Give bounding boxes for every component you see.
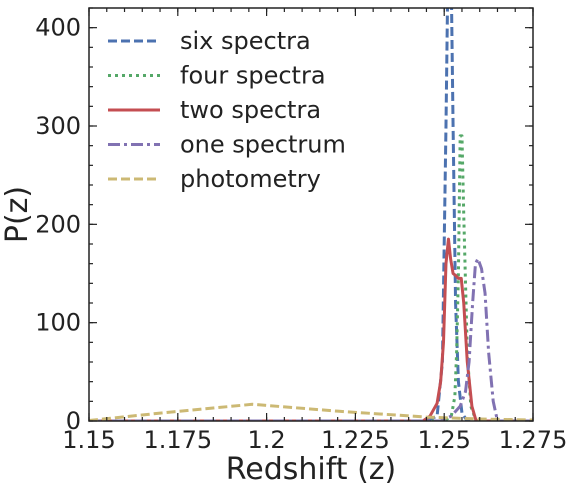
- legend-label-3: one spectrum: [180, 131, 346, 159]
- x-axis-label: Redshift (z): [226, 452, 396, 487]
- y-tick-label: 400: [35, 14, 81, 42]
- legend-label-4: photometry: [180, 165, 321, 193]
- series-line-3: [89, 257, 533, 421]
- y-tick-label: 0: [66, 407, 81, 435]
- y-tick-label: 100: [35, 309, 81, 337]
- legend-label-1: four spectra: [180, 62, 326, 90]
- y-tick-label: 200: [35, 210, 81, 238]
- legend: six spectra four spectra two spectra one sp…: [108, 27, 346, 193]
- y-tick-label: 300: [35, 112, 81, 140]
- y-axis-label: P(z): [0, 186, 35, 243]
- series-line-1: [89, 134, 533, 421]
- x-tick-label: 1.25: [417, 426, 470, 454]
- x-tick-label: 1.2: [248, 426, 286, 454]
- x-tick-label: 1.15: [62, 426, 115, 454]
- x-tick-label: 1.275: [499, 426, 568, 454]
- x-tick-label: 1.175: [143, 426, 212, 454]
- ticks-layer: 1.15 1.175 1.2 1.225 1.25 1.275 0 100 200 300 400: [35, 7, 568, 454]
- series-line-2: [89, 237, 533, 421]
- legend-label-2: two spectra: [180, 96, 321, 124]
- plot-frame: [88, 7, 534, 422]
- x-tick-label: 1.225: [321, 426, 390, 454]
- legend-label-0: six spectra: [180, 27, 311, 55]
- series-line-4: [89, 402, 533, 421]
